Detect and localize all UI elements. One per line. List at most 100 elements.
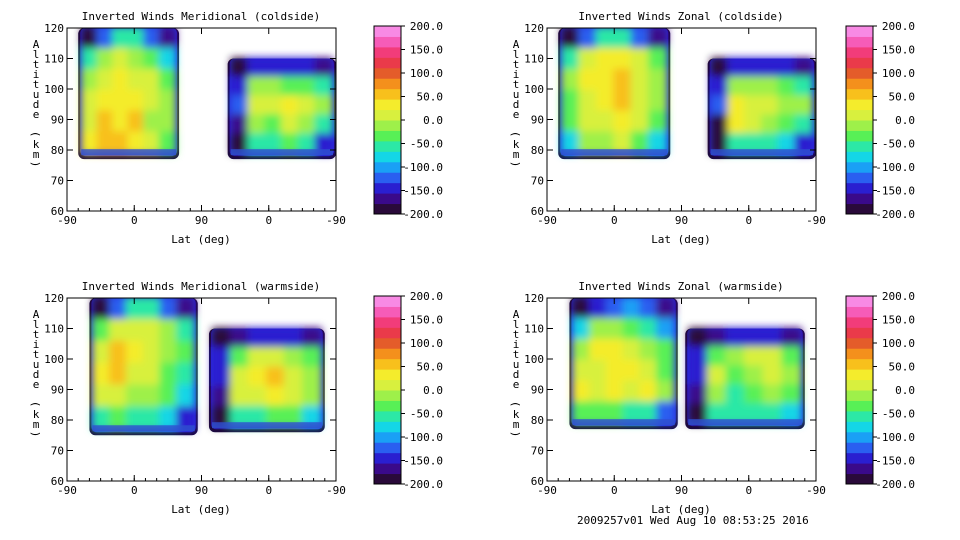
contour-cell <box>301 327 322 350</box>
y-tick-label: 120 <box>524 22 544 35</box>
region-cells <box>710 57 813 155</box>
colorbar-swatch <box>846 316 873 328</box>
colorbar-swatch <box>374 67 401 79</box>
contour-cell <box>572 298 592 320</box>
y-tick-label: 80 <box>531 144 544 157</box>
contour-band <box>92 425 195 432</box>
y-axis-label-char: i <box>33 68 40 81</box>
contour-cell <box>283 405 304 428</box>
contour-cell <box>727 95 747 117</box>
contour-cell <box>589 359 608 383</box>
contour-cell <box>589 380 608 404</box>
y-tick-label: 120 <box>524 292 544 305</box>
contour-cell <box>727 114 747 136</box>
contour-cell <box>595 47 616 71</box>
y-tick-label: 80 <box>531 414 544 427</box>
contour-cell <box>230 57 250 79</box>
contour-cell <box>561 110 581 134</box>
colorbar-swatch <box>374 337 401 349</box>
contour-cell <box>760 114 780 136</box>
contour-cell <box>595 131 616 155</box>
contour-cell <box>159 384 179 409</box>
contour-cell <box>572 359 592 383</box>
contour-cell <box>595 68 616 92</box>
colorbar-swatch <box>374 306 401 318</box>
contour-cell <box>561 89 581 113</box>
colorbar-swatch <box>846 67 873 79</box>
contour-cell <box>647 110 668 134</box>
contour-cell <box>280 95 300 117</box>
contour-cell <box>125 384 145 409</box>
contour-cell <box>81 110 99 134</box>
colorbar-3: 200.0 150.0 100.0 50.0 0.0 -50.0 -100.0 -150.0 -… <box>845 290 915 491</box>
x-tick-label: 0 <box>131 484 138 497</box>
y-tick-label: 120 <box>44 292 64 305</box>
y-axis-label-char: A <box>33 38 40 51</box>
x-tick-label: -90 <box>326 214 346 227</box>
contour-cell <box>264 133 283 155</box>
colorbar-swatch <box>846 390 873 401</box>
y-axis-label-char: ) <box>509 161 522 168</box>
contour-cell <box>561 47 581 71</box>
y-tick-label: 90 <box>531 384 544 397</box>
contour-cell <box>125 298 145 321</box>
contour-cell <box>706 346 728 368</box>
contour-cell <box>112 131 130 155</box>
contour-cell <box>762 346 784 368</box>
contour-cell <box>710 57 730 79</box>
x-tick-label: 90 <box>195 484 208 497</box>
contour-cell <box>762 327 784 349</box>
contour-cell <box>727 57 747 79</box>
contour-cell <box>572 338 592 362</box>
contour-region <box>558 28 671 160</box>
contour-cell <box>605 338 625 362</box>
contour-cell <box>630 89 650 113</box>
x-tick-label: 90 <box>675 214 688 227</box>
y-axis-label-char: l <box>33 48 40 61</box>
contour-cell <box>314 114 333 136</box>
colorbar-label: -200.0 <box>875 478 915 491</box>
contour-cell <box>142 298 162 321</box>
y-tick-label: 90 <box>531 114 544 127</box>
contour-cell <box>578 131 598 155</box>
y-axis-label-char: t <box>513 328 520 341</box>
contour-cell <box>127 28 146 50</box>
contour-cell <box>229 386 250 408</box>
contour-region <box>685 327 805 430</box>
y-tick-label: 70 <box>51 175 64 188</box>
contour-cell <box>762 384 784 406</box>
contour-cell <box>158 110 177 134</box>
y-axis-label-char: u <box>33 88 40 101</box>
contour-cell <box>229 405 250 428</box>
y-tick-label: 100 <box>524 83 544 96</box>
contour-cell <box>578 89 598 113</box>
contour-cell <box>706 403 728 425</box>
colorbar-label: 100.0 <box>410 67 443 80</box>
x-axis-label: Lat (deg) <box>651 503 711 516</box>
colorbar-swatch <box>374 358 401 370</box>
contour-band <box>561 149 668 156</box>
contour-cell <box>211 366 232 389</box>
contour-cell <box>158 68 177 92</box>
contour-cell <box>125 362 145 387</box>
contour-cell <box>247 114 267 136</box>
x-axis-label: Lat (deg) <box>171 233 231 246</box>
contour-cell <box>572 380 592 404</box>
colorbar-swatch <box>846 161 873 173</box>
contour-cell <box>96 110 115 134</box>
colorbar-swatch <box>374 88 401 100</box>
contour-cell <box>229 327 250 350</box>
colorbar-swatch <box>374 463 401 475</box>
colorbar-swatch <box>374 140 401 152</box>
contour-region <box>78 28 180 160</box>
contour-cell <box>314 95 333 117</box>
y-tick-label: 120 <box>44 22 64 35</box>
contour-cell <box>265 327 286 350</box>
contour-cell <box>247 95 267 117</box>
colorbar-swatch <box>374 369 401 381</box>
contour-cell <box>314 133 333 155</box>
y-axis-label-char: A <box>33 308 40 321</box>
